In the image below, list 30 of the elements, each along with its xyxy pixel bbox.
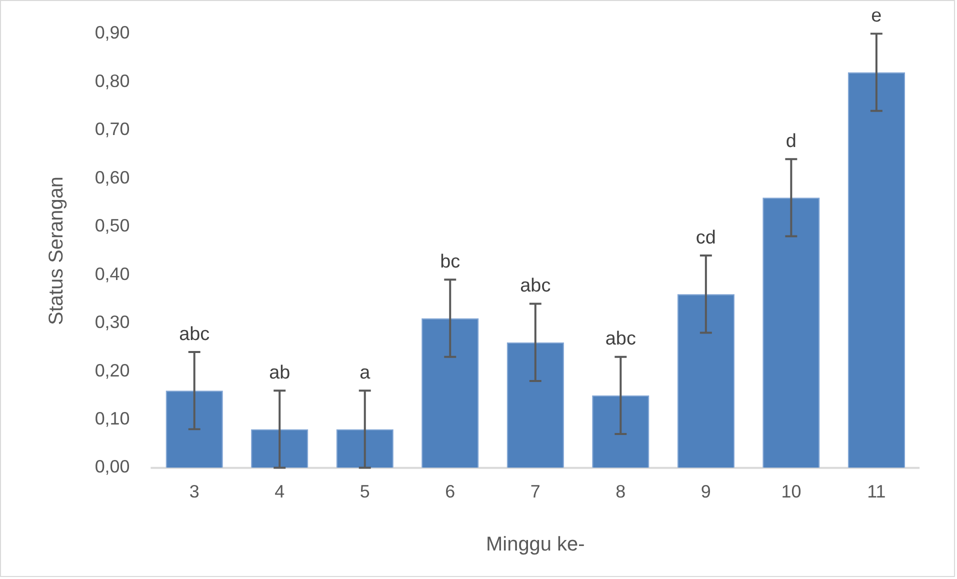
x-tick-label: 3 xyxy=(189,481,200,502)
x-tick-label: 6 xyxy=(445,481,456,502)
annotation: abc xyxy=(605,328,636,350)
y-tick-label: 0,80 xyxy=(94,70,130,91)
x-tick-label: 7 xyxy=(530,481,540,502)
y-tick-label: 0,20 xyxy=(94,360,130,380)
annotation: abc xyxy=(179,324,210,345)
y-tick-label: 0,30 xyxy=(94,312,130,332)
annotation: cd xyxy=(696,227,716,248)
x-tick-label: 10 xyxy=(781,481,802,502)
annotation: ab xyxy=(269,362,290,384)
x-tick-label: 5 xyxy=(360,481,370,502)
y-tick-label: 0,60 xyxy=(94,167,130,188)
y-tick-label: 0,40 xyxy=(94,264,130,284)
y-tick-label: 0,00 xyxy=(94,456,130,477)
x-tick-label: 4 xyxy=(274,481,285,502)
x-tick-label: 9 xyxy=(700,481,711,502)
y-tick-label: 0,10 xyxy=(94,408,130,428)
annotation: bc xyxy=(440,251,460,272)
y-tick-label: 0,50 xyxy=(94,216,130,236)
y-tick-label: 0,70 xyxy=(94,119,130,140)
x-axis-title: Minggu ke- xyxy=(486,534,585,556)
annotation: d xyxy=(786,130,796,152)
annotation: abc xyxy=(520,276,551,297)
y-axis-title: Status Serangan xyxy=(45,176,68,325)
annotation: e xyxy=(871,5,882,26)
x-tick-label: 11 xyxy=(867,481,886,502)
x-tick-label: 8 xyxy=(616,481,626,502)
annotation: a xyxy=(360,362,371,384)
y-tick-label: 0,90 xyxy=(94,22,130,43)
